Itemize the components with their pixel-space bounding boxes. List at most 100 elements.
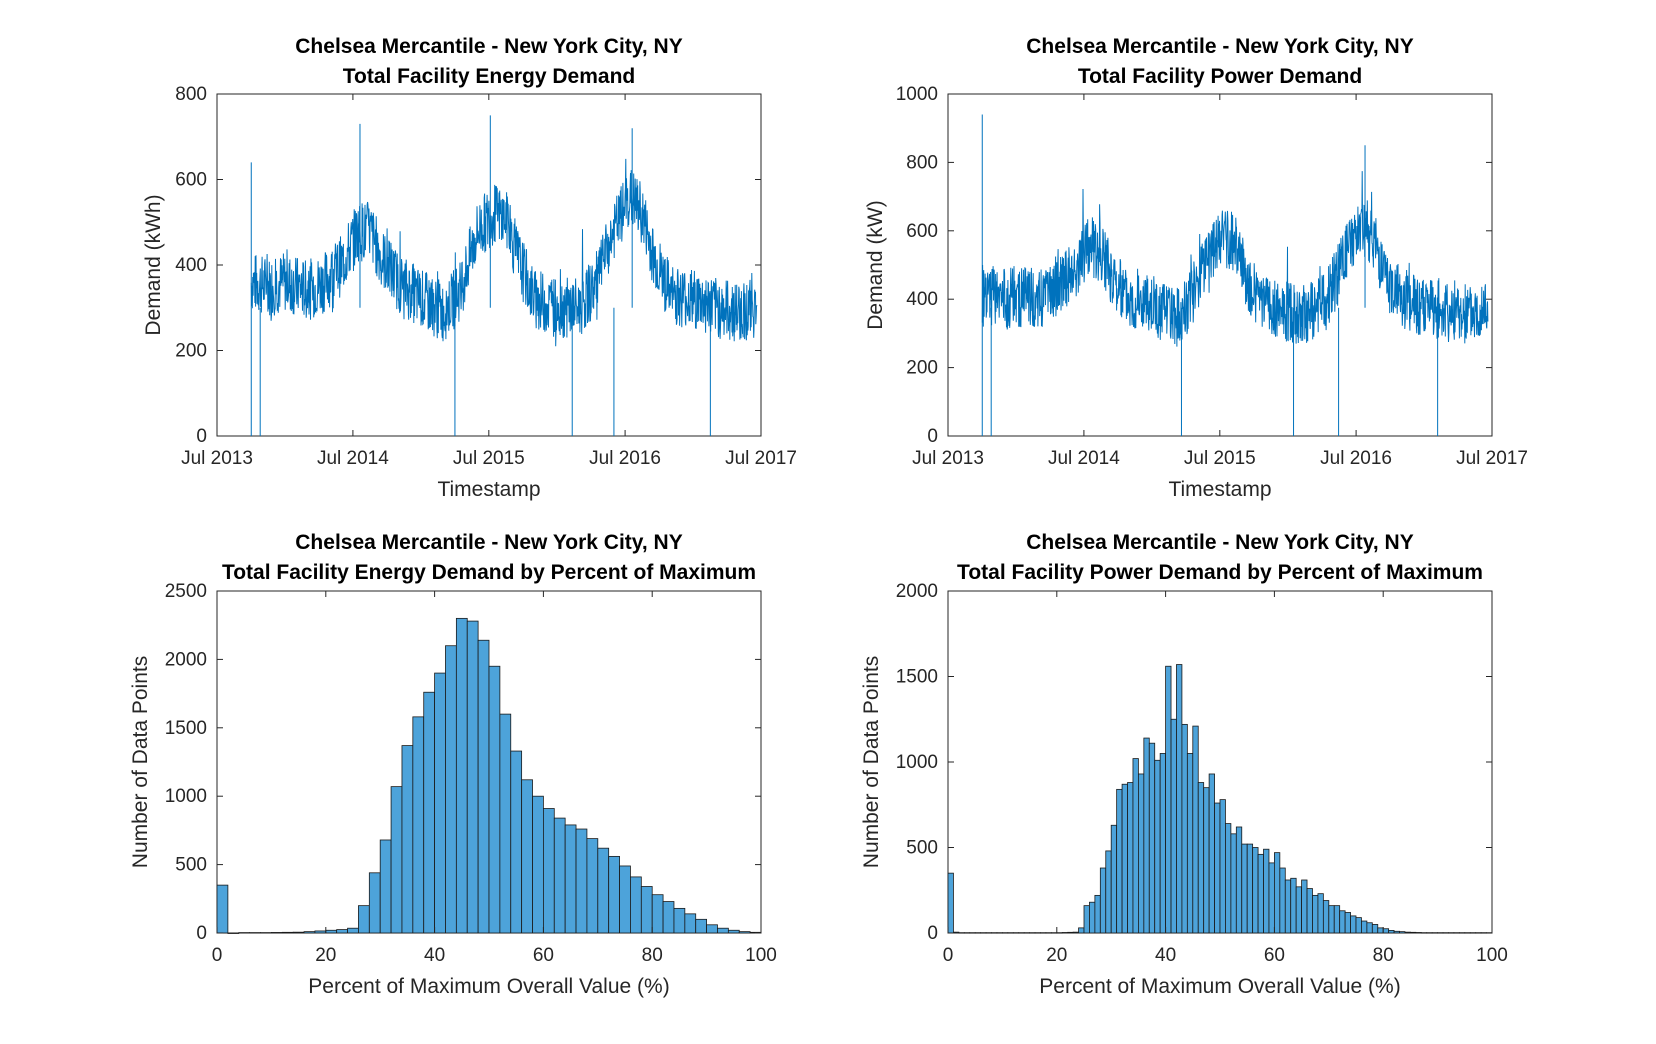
ytick-label: 1500	[896, 667, 938, 688]
xtick-label: 100	[1476, 945, 1508, 966]
histogram-bar	[1105, 850, 1112, 934]
histogram-bar	[1083, 905, 1090, 934]
xtick-label: 0	[943, 945, 954, 966]
panel-power-timeseries: Chelsea Mercantile - New York City, NY T…	[864, 35, 1528, 501]
ytick-label: 600	[906, 221, 938, 242]
histogram-bar	[1214, 802, 1221, 934]
ytick-label: 200	[906, 358, 938, 379]
histogram-bar	[1366, 922, 1373, 934]
histogram-bar	[1453, 932, 1460, 934]
xtick-label: 20	[315, 945, 336, 966]
power-ts-title-line2: Total Facility Power Demand	[1078, 65, 1362, 88]
histogram-bar	[1279, 867, 1286, 934]
energy-hist-title-line2: Total Facility Energy Demand by Percent …	[222, 561, 756, 584]
ytick-label: 500	[906, 838, 938, 859]
power-hist-title-line2: Total Facility Power Demand by Percent o…	[957, 561, 1483, 584]
histogram-bar	[216, 884, 229, 934]
energy-ts-line	[250, 158, 758, 347]
histogram-bar	[1072, 931, 1079, 934]
xtick-label: 20	[1046, 945, 1067, 966]
histogram-bar	[1045, 932, 1052, 934]
histogram-bar	[1442, 932, 1449, 934]
histogram-bar	[281, 931, 294, 934]
histogram-bar	[434, 672, 446, 934]
histogram-bar	[1284, 879, 1292, 934]
histogram-bar	[1257, 853, 1264, 934]
histogram-bar	[238, 932, 251, 934]
ytick-label: 2500	[165, 581, 207, 602]
panel-energy-histogram: Chelsea Mercantile - New York City, NY T…	[129, 531, 777, 998]
histogram-bar	[1322, 900, 1330, 934]
ytick-label: 1000	[896, 752, 938, 773]
histogram-bar	[1007, 932, 1014, 934]
histogram-bar	[445, 645, 457, 934]
histogram-bar	[717, 927, 729, 934]
histogram-bar	[1431, 932, 1439, 934]
histogram-bar	[1197, 782, 1205, 934]
histogram-bar	[1393, 930, 1400, 934]
histogram-bar	[1437, 932, 1444, 934]
histogram-bar	[1333, 905, 1341, 934]
histogram-bar	[423, 691, 436, 934]
histogram-bar	[260, 932, 272, 934]
histogram-bar	[1317, 893, 1324, 934]
histogram-bar	[358, 905, 370, 934]
histogram-bar	[499, 713, 512, 934]
histogram-bar	[1263, 848, 1270, 934]
histogram-bar	[1138, 773, 1145, 934]
histogram-bar	[1480, 932, 1487, 934]
histogram-bar	[521, 779, 533, 934]
histogram-bar	[1012, 932, 1020, 934]
histogram-bar	[1388, 930, 1395, 934]
histogram-bar	[1110, 824, 1118, 934]
histogram-bar	[466, 620, 479, 934]
histogram-bar	[1154, 759, 1161, 934]
energy-hist-ylabel: Number of Data Points	[129, 656, 152, 868]
xtick-label: 80	[642, 945, 663, 966]
histogram-bar	[1475, 932, 1482, 934]
energy-hist-xlabel: Percent of Maximum Overall Value (%)	[308, 975, 669, 998]
histogram-bar	[1290, 877, 1297, 934]
histogram-bar	[953, 931, 960, 934]
histogram-bar	[695, 918, 707, 934]
ytick-label: 0	[927, 923, 938, 944]
histogram-bar	[673, 907, 686, 934]
histogram-bar	[947, 872, 954, 934]
energy-hist-title-line1: Chelsea Mercantile - New York City, NY	[295, 531, 682, 554]
histogram-bar	[958, 932, 965, 934]
histogram-bar	[1225, 823, 1232, 934]
ytick-label: 800	[175, 84, 207, 105]
power-hist-ticks: 0 500 1000 1500 2000 0 20 40 60 80 100	[896, 581, 1508, 966]
power-ts-ticks: 0 200 400 600 800 1000 Jul 2013 Jul 2014 Jul 201…	[896, 84, 1528, 469]
histogram-bar	[1399, 931, 1406, 934]
histogram-bar	[1159, 753, 1167, 934]
histogram-bar	[227, 932, 240, 934]
histogram-bar	[1312, 894, 1319, 934]
xtick-label: Jul 2016	[589, 448, 661, 469]
histogram-bar	[1219, 799, 1226, 934]
power-ts-line	[981, 171, 1489, 347]
histogram-bar	[347, 927, 359, 934]
histogram-bar	[1029, 932, 1036, 934]
ytick-label: 600	[175, 170, 207, 191]
histogram-bar	[1192, 725, 1199, 934]
histogram-bar	[401, 745, 414, 934]
histogram-bar	[1056, 932, 1063, 934]
histogram-bar	[379, 839, 392, 934]
energy-hist-bars	[216, 617, 762, 934]
histogram-bar	[974, 932, 982, 934]
histogram-bar	[1121, 783, 1128, 934]
histogram-bar	[1274, 852, 1281, 934]
panel-energy-timeseries: Chelsea Mercantile - New York City, NY T…	[142, 35, 797, 501]
histogram-bar	[543, 808, 555, 934]
histogram-bar	[477, 639, 490, 934]
histogram-bar	[270, 932, 283, 934]
histogram-bar	[1410, 931, 1417, 934]
histogram-bar	[1127, 782, 1134, 934]
histogram-bar	[1089, 901, 1096, 934]
energy-ts-spikes	[250, 115, 711, 436]
histogram-bar	[706, 924, 718, 934]
histogram-bar	[738, 931, 751, 934]
histogram-bar	[488, 665, 501, 934]
